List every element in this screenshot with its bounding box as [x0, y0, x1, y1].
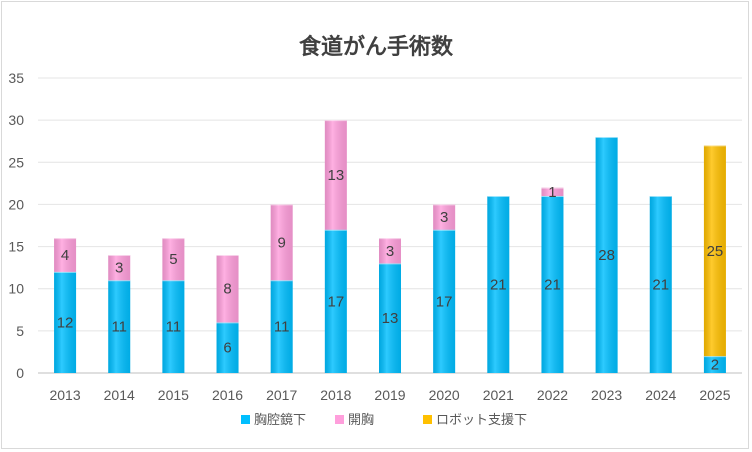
- data-label: 1: [548, 184, 556, 201]
- x-tick-label: 2016: [212, 387, 243, 403]
- data-label: 3: [386, 243, 394, 260]
- y-tick-label: 25: [8, 154, 24, 170]
- data-label: 21: [544, 277, 561, 294]
- x-tick-label: 2017: [266, 387, 297, 403]
- bar-shading: [324, 120, 347, 230]
- data-label: 9: [278, 234, 286, 251]
- bar-shading: [703, 356, 726, 373]
- data-label: 21: [490, 277, 507, 294]
- data-label: 5: [169, 251, 177, 268]
- x-tick-label: 2023: [591, 387, 622, 403]
- bar-shading: [54, 271, 77, 373]
- bar-shading: [324, 229, 347, 373]
- bar-shading: [270, 204, 293, 281]
- x-tick-label: 2020: [429, 387, 460, 403]
- legend-swatch: [423, 415, 432, 424]
- data-label: 25: [707, 243, 724, 260]
- bar-shading: [541, 196, 564, 373]
- y-tick-label: 15: [8, 239, 24, 255]
- data-label: 17: [328, 293, 345, 310]
- labels-layer: 12 4 11 3 11 5 6 8 11 9 17 13 13 3 17 3 21 21 1 28 21 2 25: [57, 167, 724, 374]
- bar-shading: [595, 137, 618, 373]
- data-label: 12: [57, 314, 74, 331]
- legend: 胸腔鏡下 開胸 ロボット支援下: [241, 413, 527, 428]
- x-tick-label: 2025: [699, 387, 730, 403]
- bar-shading: [433, 229, 456, 373]
- bar-shading: [108, 280, 131, 373]
- bars-layer: [54, 120, 726, 373]
- data-label: 13: [382, 310, 399, 327]
- x-tick-label: 2013: [49, 387, 80, 403]
- x-tick-label: 2019: [374, 387, 405, 403]
- bar-shading: [379, 263, 401, 373]
- legend-label: ロボット支援下: [436, 413, 527, 428]
- bar-shading: [433, 204, 456, 230]
- data-label: 11: [274, 319, 290, 336]
- y-tick-label: 35: [8, 70, 24, 86]
- data-label: 21: [652, 277, 669, 294]
- y-tick-label: 10: [8, 281, 24, 297]
- y-tick-label: 5: [16, 323, 24, 339]
- data-label: 6: [223, 340, 231, 357]
- x-tick-label: 2018: [320, 387, 351, 403]
- data-label: 17: [436, 293, 453, 310]
- legend-swatch: [241, 415, 250, 424]
- data-label: 28: [598, 247, 615, 264]
- bar-shading: [108, 255, 131, 281]
- data-label: 4: [61, 247, 69, 264]
- data-label: 8: [223, 281, 231, 298]
- y-tick-label: 0: [16, 365, 24, 381]
- data-label: 2: [711, 357, 719, 374]
- x-tick-label: 2021: [483, 387, 514, 403]
- bar-shading: [162, 238, 185, 281]
- bar-shading: [703, 145, 726, 357]
- legend-swatch: [335, 415, 344, 424]
- bar-shading: [541, 187, 564, 196]
- legend-label: 開胸: [348, 413, 374, 428]
- bar-shading: [649, 196, 672, 373]
- x-tick-label: 2014: [104, 387, 135, 403]
- legend-label: 胸腔鏡下: [254, 413, 306, 428]
- bar-shading: [270, 280, 293, 373]
- y-tick-label: 20: [8, 196, 24, 212]
- x-tick-label: 2024: [645, 387, 676, 403]
- data-label: 13: [328, 167, 345, 184]
- chart-title: 食道がん手術数: [299, 34, 454, 60]
- bar-shading: [54, 238, 77, 272]
- bar-shading: [216, 255, 239, 323]
- data-label: 11: [111, 319, 127, 336]
- x-tick-label: 2015: [158, 387, 189, 403]
- bar-shading: [379, 238, 401, 264]
- bar-shading: [216, 322, 239, 373]
- data-label: 11: [166, 319, 182, 336]
- bar-shading: [487, 196, 510, 373]
- bar-shading: [162, 280, 185, 373]
- x-tick-label: 2022: [537, 387, 568, 403]
- y-tick-label: 30: [8, 112, 24, 128]
- data-label: 3: [440, 209, 448, 226]
- data-label: 3: [115, 260, 123, 277]
